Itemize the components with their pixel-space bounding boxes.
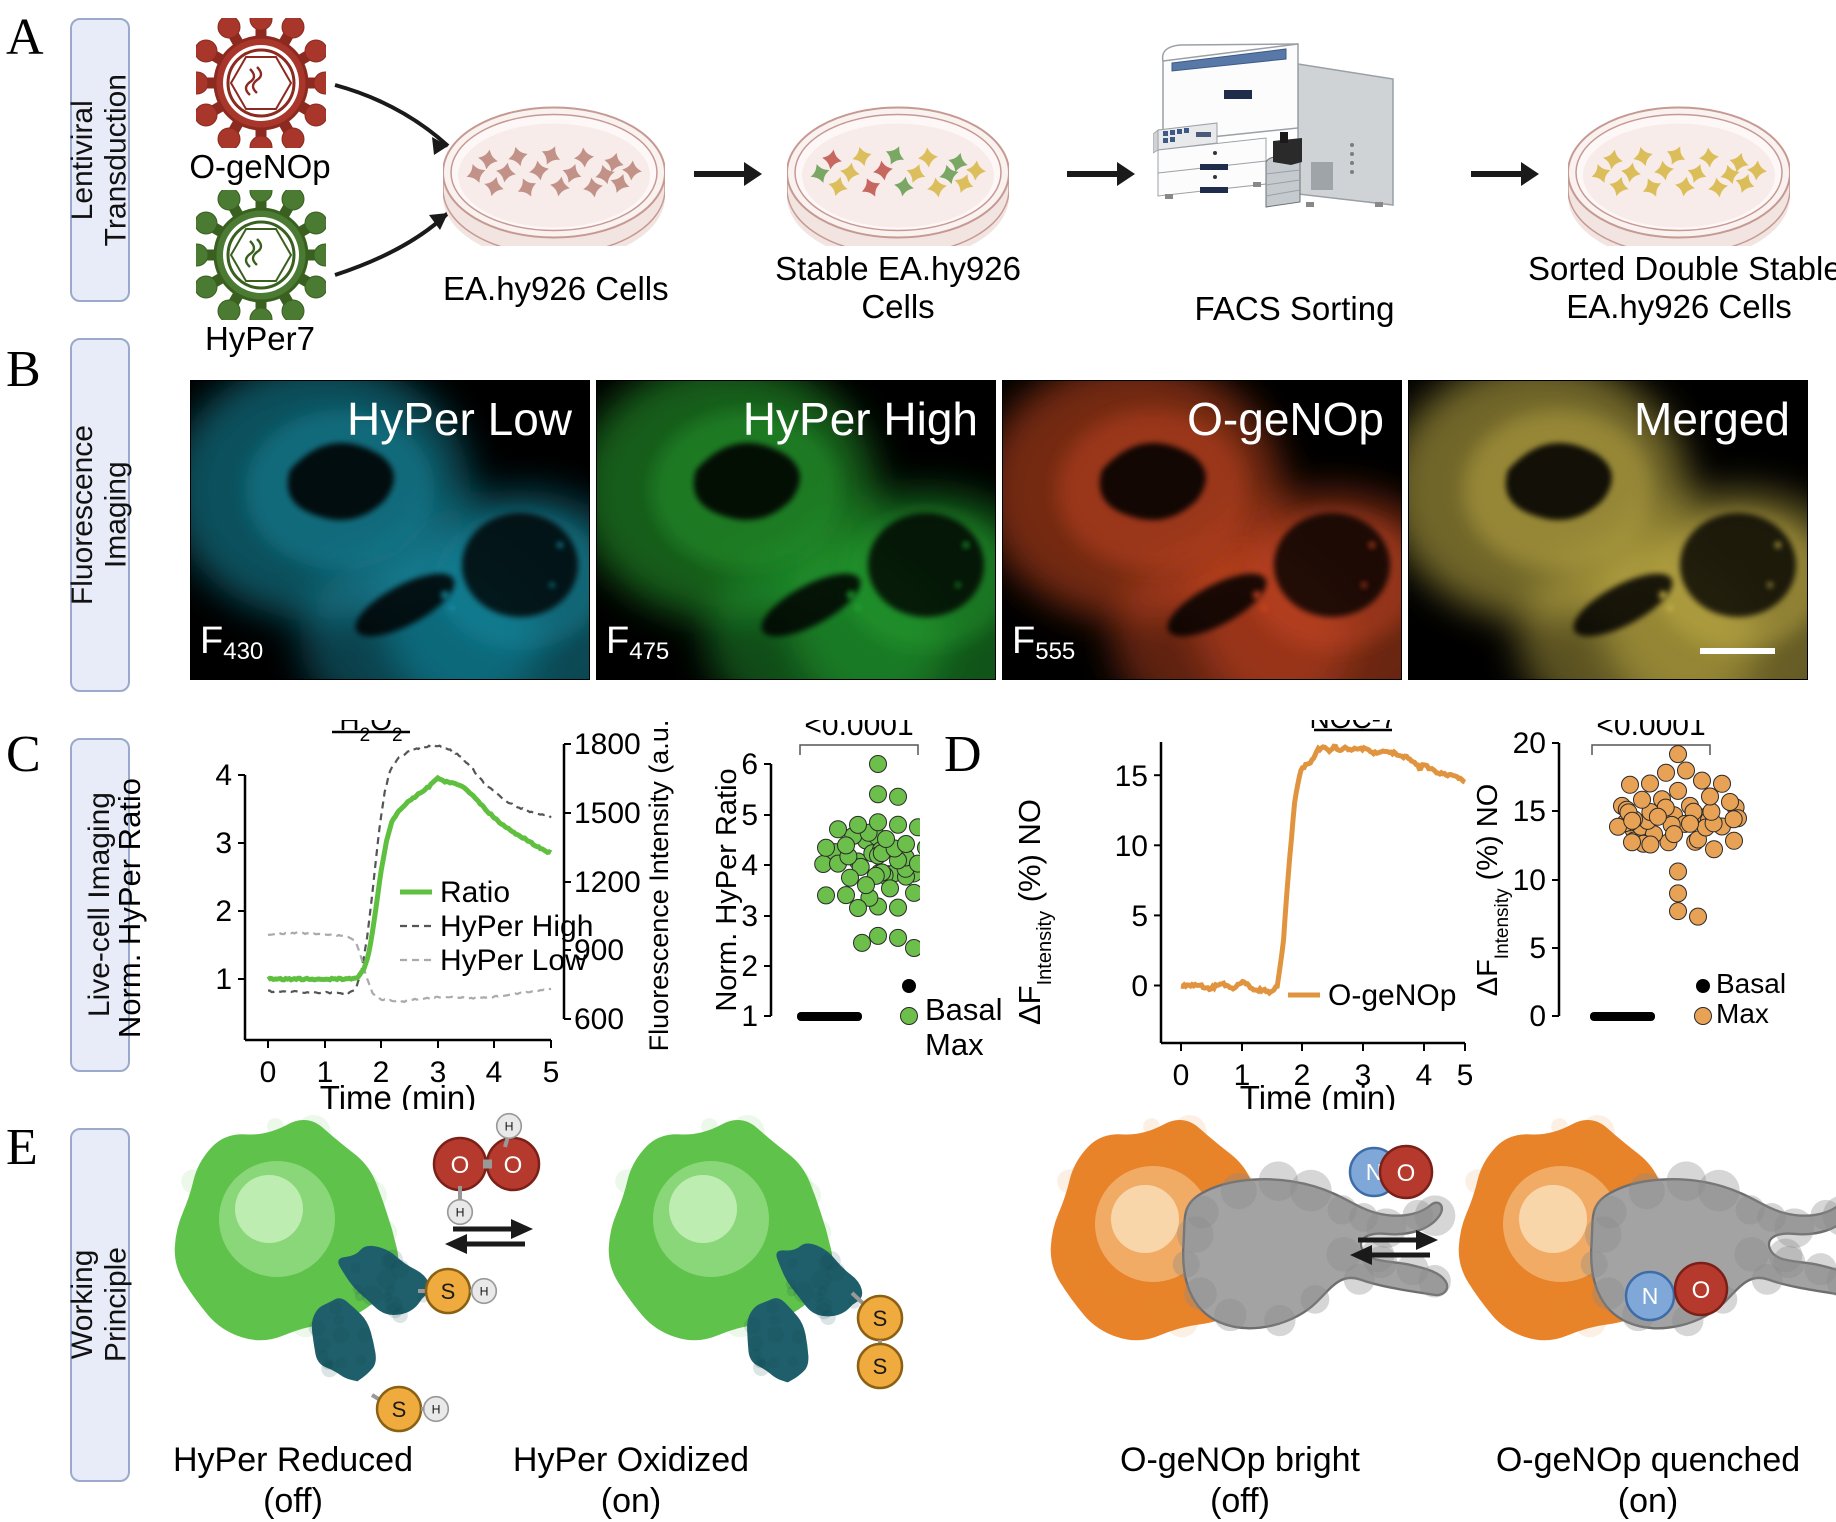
svg-text:5: 5 (1529, 932, 1546, 965)
svg-text:Basal: Basal (1716, 968, 1786, 999)
svg-text:10: 10 (1513, 864, 1546, 897)
svg-text:15: 15 (1513, 795, 1546, 828)
svg-text:<0.0001: <0.0001 (1596, 720, 1705, 742)
svg-text:4: 4 (741, 849, 758, 882)
svg-text:Norm. HyPer Ratio: Norm. HyPer Ratio (711, 768, 743, 1011)
svg-text:5: 5 (741, 799, 758, 832)
svg-text:20: 20 (1513, 727, 1546, 760)
svg-text:ΔFIntensity (%) NO: ΔFIntensity (%) NO (1472, 784, 1513, 997)
svg-text:2: 2 (741, 950, 758, 983)
svg-text:6: 6 (741, 748, 758, 781)
svg-text:3: 3 (741, 900, 758, 933)
svg-text:<0.0001: <0.0001 (804, 720, 913, 742)
svg-text:1: 1 (741, 1000, 758, 1033)
svg-text:Max: Max (1716, 998, 1769, 1029)
svg-text:0: 0 (1529, 1000, 1546, 1033)
